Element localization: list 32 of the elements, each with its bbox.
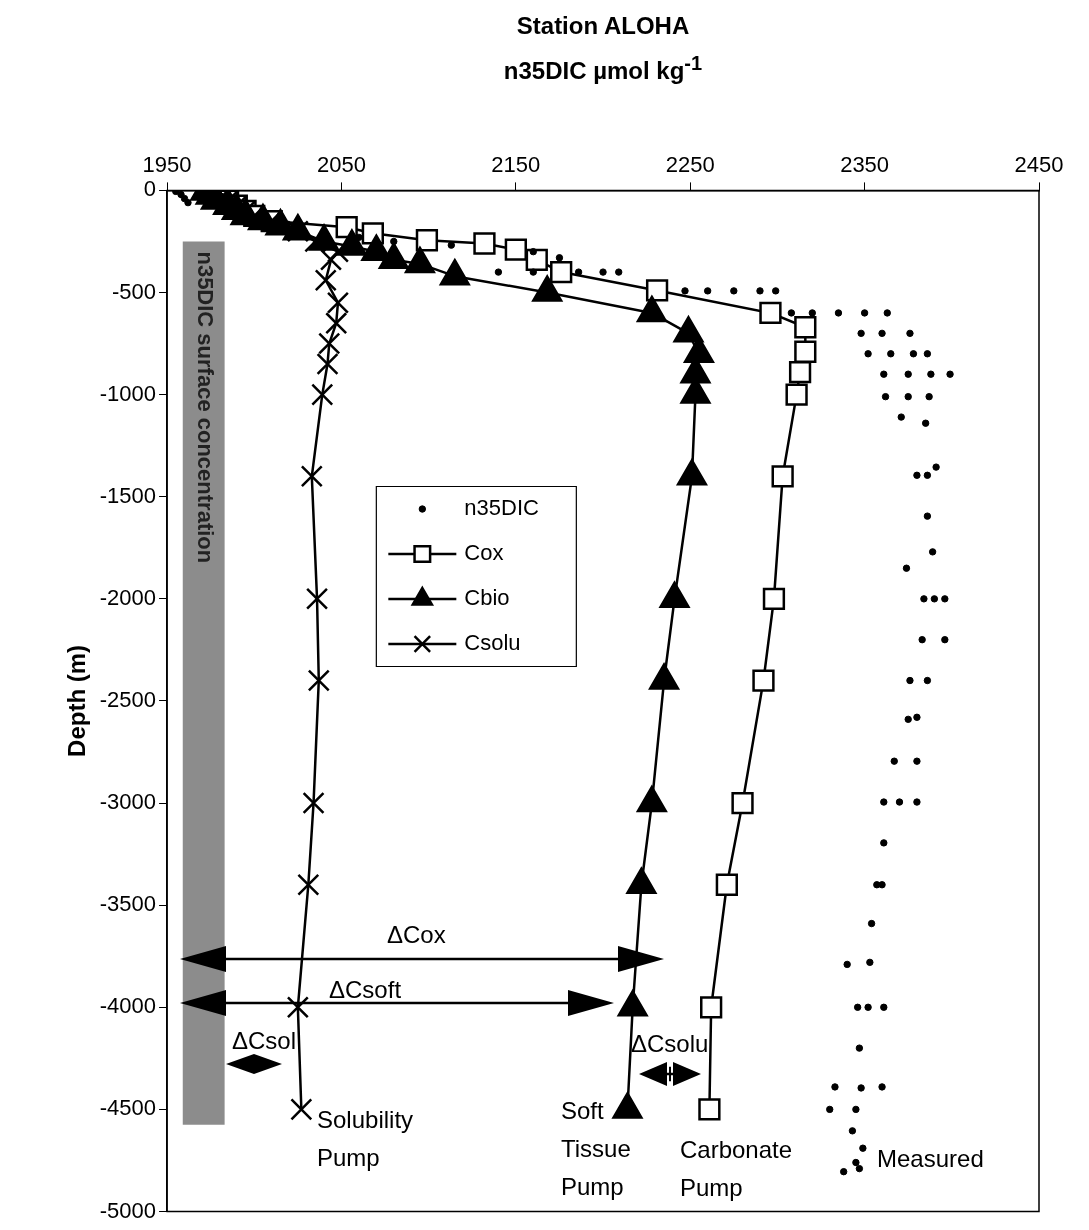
- x-tick-label: 2350: [840, 152, 890, 178]
- y-tick-label: -3000: [99, 789, 157, 815]
- y-tick-label: 0: [143, 176, 157, 202]
- annotation: ΔCsoft: [329, 975, 402, 1003]
- x-tick-label: 1950: [142, 152, 192, 178]
- annotation: ΔCsol: [232, 1026, 297, 1054]
- y-tick-label: -2000: [99, 584, 157, 610]
- legend-label: Cbio: [464, 585, 510, 611]
- annotation: Solubility Pump: [317, 1105, 414, 1171]
- annotation: Soft Tissue Pump: [561, 1096, 631, 1200]
- legend-label: Csolu: [464, 630, 521, 656]
- y-axis-title: Depth (m): [63, 644, 91, 757]
- legend-label: n35DIC: [464, 495, 540, 521]
- chart-title: Station ALOHA: [515, 12, 691, 40]
- x-tick-label: 2050: [316, 152, 366, 178]
- y-tick-label: -5000: [99, 1197, 157, 1223]
- y-tick-label: -4500: [99, 1095, 157, 1121]
- annotation: Measured: [877, 1144, 984, 1172]
- y-tick-label: -1500: [99, 482, 157, 508]
- x-tick-label: 2150: [491, 152, 541, 178]
- annotation: ΔCox: [387, 920, 446, 948]
- y-tick-label: -500: [112, 278, 157, 304]
- y-tick-label: -3500: [99, 891, 157, 917]
- y-tick-label: -4000: [99, 993, 157, 1019]
- y-tick-label: -2500: [99, 687, 157, 713]
- x-tick-label: 2450: [1014, 152, 1064, 178]
- legend-label: Cox: [464, 540, 504, 566]
- x-tick-label: 2250: [665, 152, 715, 178]
- x-axis-title: n35DIC µmol kg$^{-1}$: [502, 52, 704, 85]
- y-tick-label: -1000: [99, 380, 157, 406]
- annotation: Carbonate Pump: [680, 1135, 793, 1201]
- band-label: n35DIC surface concentration: [192, 251, 218, 564]
